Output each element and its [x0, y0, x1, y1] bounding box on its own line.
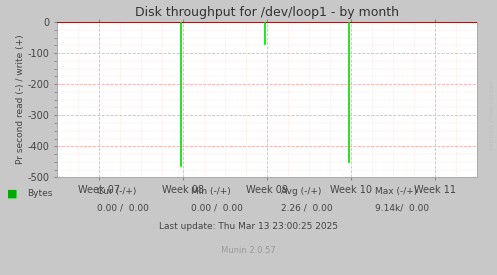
- Text: Cur (-/+): Cur (-/+): [97, 187, 136, 196]
- Text: Munin 2.0.57: Munin 2.0.57: [221, 246, 276, 255]
- Text: RRDTOOL / TOBI OETIKER: RRDTOOL / TOBI OETIKER: [490, 81, 495, 150]
- Text: 2.26 /  0.00: 2.26 / 0.00: [281, 203, 332, 212]
- Text: 0.00 /  0.00: 0.00 / 0.00: [191, 203, 243, 212]
- Text: Last update: Thu Mar 13 23:00:25 2025: Last update: Thu Mar 13 23:00:25 2025: [159, 222, 338, 231]
- Text: 0.00 /  0.00: 0.00 / 0.00: [97, 203, 149, 212]
- Text: Bytes: Bytes: [27, 189, 53, 198]
- Title: Disk throughput for /dev/loop1 - by month: Disk throughput for /dev/loop1 - by mont…: [135, 6, 399, 20]
- Text: Min (-/+): Min (-/+): [191, 187, 231, 196]
- Y-axis label: Pr second read (-) / write (+): Pr second read (-) / write (+): [16, 35, 25, 164]
- Text: 9.14k/  0.00: 9.14k/ 0.00: [375, 203, 429, 212]
- Text: ■: ■: [7, 189, 18, 199]
- Text: Max (-/+): Max (-/+): [375, 187, 417, 196]
- Text: Avg (-/+): Avg (-/+): [281, 187, 321, 196]
